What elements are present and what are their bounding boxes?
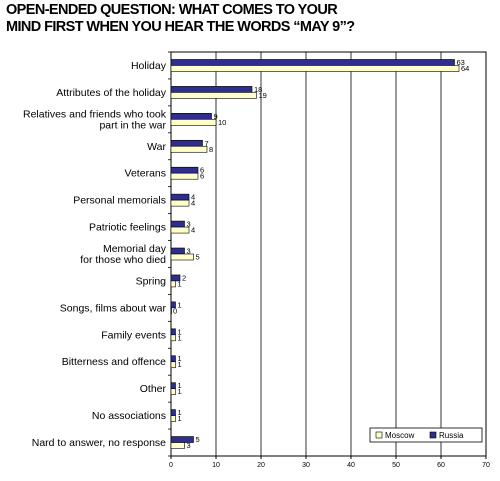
bar-moscow [170,199,190,207]
data-label-moscow: 1 [178,333,182,342]
data-label-russia: 63 [457,58,465,67]
data-label-russia: 2 [182,273,186,282]
category-label: Memorial day for those who died [80,243,167,266]
category-label: Relatives and friends who took part in th… [23,108,167,131]
data-label-moscow: 3 [187,441,191,450]
legend-swatch-moscow [375,431,383,439]
bar-moscow [170,334,176,342]
x-tick-label: 40 [347,462,355,469]
category-label: Veterans [125,168,166,180]
bar-russia [170,247,185,255]
bar-moscow [170,119,217,126]
category-label: Spring [136,275,167,287]
bar-moscow [170,253,194,261]
category-label: Family events [101,329,166,341]
data-label-moscow: 1 [178,360,182,369]
chart-title-line-2: MIND FIRST WHEN YOU HEAR THE WORDS “MAY … [6,19,355,35]
data-label-russia: 1 [178,300,182,309]
bar-russia [170,328,176,336]
data-label-moscow: 1 [178,279,182,288]
data-label-russia: 7 [205,139,209,148]
category-label: Nard to answer, no response [32,437,166,449]
data-label-russia: 1 [178,354,182,363]
x-tick-label: 50 [392,462,400,469]
data-label-russia: 9 [214,112,218,121]
bar-russia [170,220,185,228]
bar-moscow [170,145,208,153]
data-label-moscow: 4 [191,199,195,208]
bar-moscow [170,280,176,288]
category-label: Other [140,383,167,395]
bar-moscow [170,388,176,395]
bar-moscow [170,92,257,99]
bar-moscow [170,226,190,234]
data-label-russia: 1 [178,381,182,390]
category-label: Attributes of the holiday [56,87,166,99]
category-label: Personal memorials [73,195,166,207]
data-label-moscow: 5 [196,253,200,262]
legend-box [369,427,483,443]
data-label-moscow: 0 [173,306,177,315]
legend-label-moscow: Moscow [385,431,415,440]
bar-moscow [170,65,460,72]
bar-russia [170,166,199,174]
bar-russia [170,193,190,201]
data-label-moscow: 19 [259,91,267,100]
bar-russia [170,139,203,147]
category-label: Holiday [131,60,167,72]
bar-moscow [170,361,176,369]
chart-title: OPEN-ENDED QUESTION: WHAT COMES TO YOUR … [6,2,496,36]
data-label-moscow: 64 [461,64,469,73]
bar-russia [170,59,455,66]
x-tick-label: 30 [302,462,310,469]
plot-area-border [170,51,487,457]
data-label-moscow: 1 [178,387,182,396]
data-label-russia: 3 [187,220,191,229]
data-label-moscow: 4 [191,226,195,235]
category-label: Bitterness and offence [62,356,166,368]
data-label-russia: 6 [200,166,204,175]
data-label-moscow: 6 [200,172,204,181]
bar-russia [170,355,176,363]
bar-russia [170,86,253,93]
bar-russia [170,382,176,389]
data-label-russia: 4 [191,193,195,202]
x-tick-label: 70 [482,462,490,469]
x-tick-label: 10 [212,462,220,469]
data-label-russia: 18 [254,85,262,94]
data-label-russia: 1 [178,327,182,336]
bar-moscow [170,172,199,180]
data-label-moscow: 8 [209,145,213,154]
bar-moscow [170,442,185,449]
x-tick-label: 20 [257,462,265,469]
bar-moscow [170,307,172,315]
data-label-moscow: 10 [218,118,226,127]
bar-russia [170,113,212,120]
legend-label-russia: Russia [439,431,464,440]
category-label: War [147,141,166,153]
chart-title-line-1: OPEN-ENDED QUESTION: WHAT COMES TO YOUR [6,2,338,18]
data-label-russia: 5 [196,435,200,444]
legend-swatch-russia [429,431,437,439]
x-tick-label: 60 [437,462,445,469]
x-tick-label: 0 [169,462,173,469]
data-label-russia: 3 [187,247,191,256]
category-label: Songs, films about war [60,302,167,314]
bar-russia [170,301,176,309]
data-label-russia: 1 [178,408,182,417]
legend: Moscow Russia [369,427,483,443]
category-label: Patriotic feelings [89,222,166,234]
bar-moscow [170,415,176,422]
category-label: No associations [92,410,166,422]
bar-russia [170,409,176,416]
data-label-moscow: 1 [178,414,182,423]
